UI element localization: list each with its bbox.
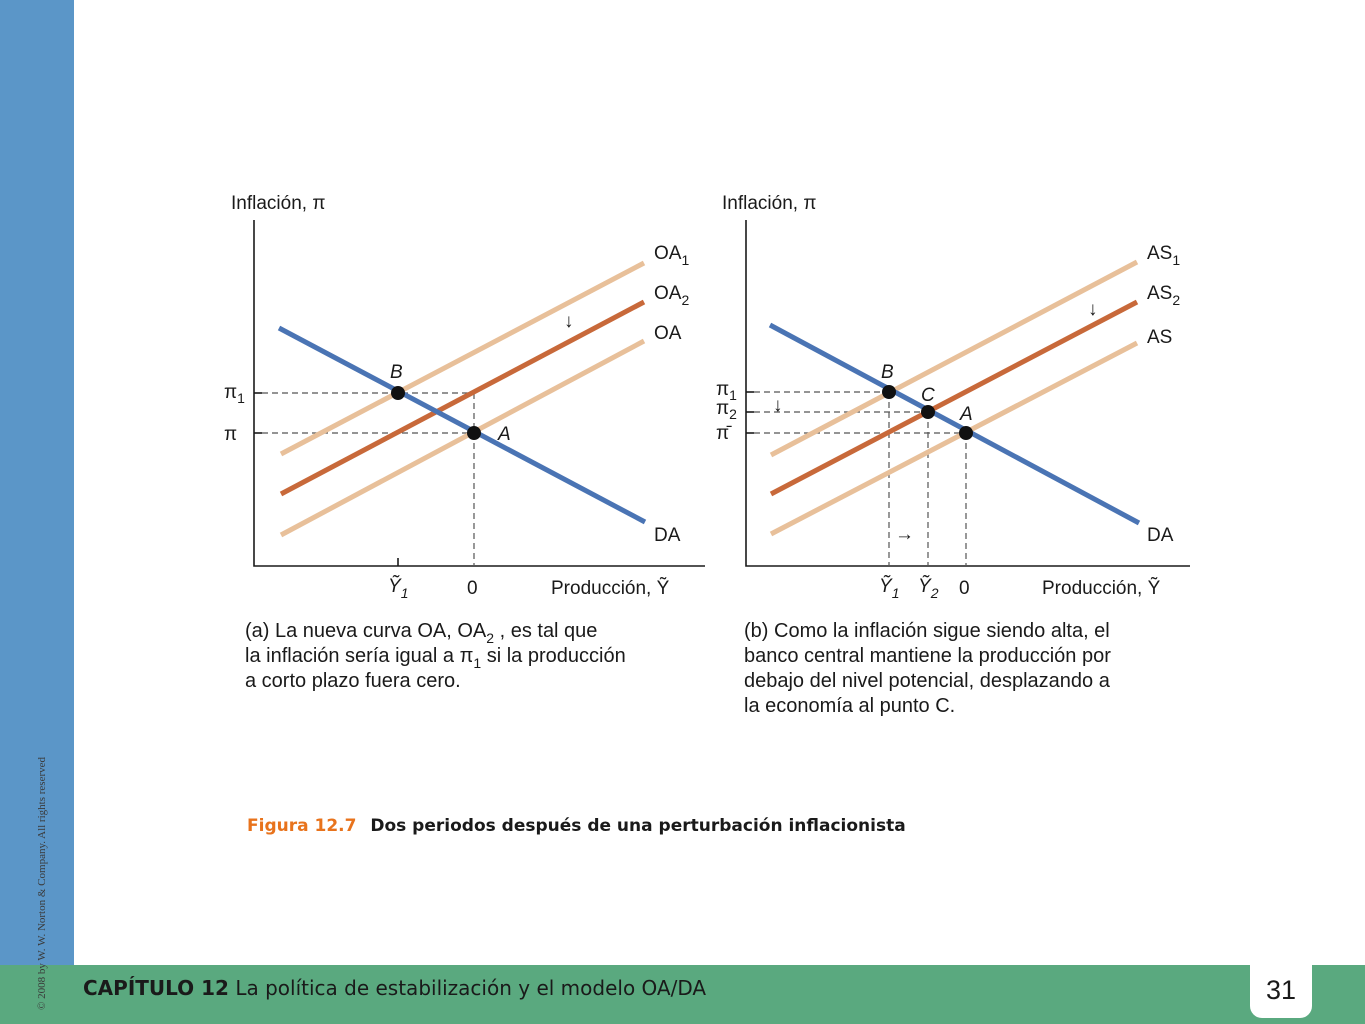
panel-b-y-axis-label: Inflación, π bbox=[722, 193, 816, 214]
panel-b-x-tick-y1: Ỹ1 bbox=[879, 575, 899, 601]
panel-b-x-tick-zero: 0 bbox=[959, 578, 970, 599]
chapter-name: La política de estabilización y el model… bbox=[235, 976, 707, 1000]
panel-a-caption-line-2: la inflación sería igual a π1 si la prod… bbox=[245, 645, 626, 671]
panel-b-point-b-label: B bbox=[881, 362, 894, 383]
panel-a-y-axis-label: Inflación, π bbox=[231, 193, 325, 214]
panel-b-inflation-arrow: ↓ bbox=[773, 395, 783, 416]
panel-b-x-axis-label: Producción, Ỹ bbox=[1042, 577, 1161, 599]
page-number: 31 bbox=[1250, 962, 1312, 1018]
panel-a-point-b bbox=[391, 386, 405, 400]
panel-b-point-a-label: A bbox=[959, 404, 973, 425]
panel-a-point-a bbox=[467, 426, 481, 440]
figure-svg: Inflación, π B A OA1 OA2 OA DA ↓ π1 π Ỹ1… bbox=[224, 193, 1190, 717]
panel-a-x-tick-y1: Ỹ1 bbox=[388, 575, 408, 601]
panel-b-point-c-label: C bbox=[921, 385, 935, 406]
panel-b-da-label: DA bbox=[1147, 525, 1174, 546]
panel-a-point-a-label: A bbox=[497, 424, 511, 445]
panel-a-y-tick-pi1: π1 bbox=[224, 382, 245, 406]
panel-a-axes bbox=[253, 220, 705, 567]
panel-b-x-tick-y2: Ỹ2 bbox=[918, 575, 939, 601]
panel-b-caption-line-2: banco central mantiene la producción por bbox=[744, 645, 1111, 667]
chapter-label: CAPÍTULO 12 bbox=[83, 976, 229, 1000]
panel-b-point-a bbox=[959, 426, 973, 440]
panel-a-oa-label: OA bbox=[654, 323, 682, 344]
panel-a-y-tick-pi: π bbox=[224, 424, 237, 445]
panel-b-shift-arrow: ↓ bbox=[1088, 299, 1098, 320]
footer-band bbox=[0, 965, 1365, 1024]
figure-title: Dos periodos después de una perturbación… bbox=[370, 816, 906, 836]
panel-b-point-c bbox=[921, 405, 935, 419]
figure-number: Figura 12.7 bbox=[247, 816, 357, 836]
panel-b-y-tick-pibar: π̄ bbox=[716, 423, 732, 444]
panel-a-oa-line bbox=[279, 338, 646, 538]
panel-b-axes bbox=[745, 220, 1190, 567]
panel-b-as2-line bbox=[769, 299, 1139, 497]
panel-a-point-b-label: B bbox=[390, 362, 403, 383]
panel-b-as1-label: AS1 bbox=[1147, 243, 1180, 268]
panel-a-x-axis-label: Producción, Ỹ bbox=[551, 577, 670, 599]
sidebar-band bbox=[0, 0, 74, 965]
panel-b-as-label: AS bbox=[1147, 327, 1172, 348]
panel-b-as-line bbox=[769, 340, 1139, 537]
panel-b-output-arrow: → bbox=[895, 524, 914, 545]
panel-a-x-tick-zero: 0 bbox=[467, 578, 478, 599]
panel-b-caption-line-3: debajo del nivel potencial, desplazando … bbox=[744, 670, 1111, 692]
panel-a: Inflación, π B A OA1 OA2 OA DA ↓ π1 π Ỹ1… bbox=[224, 193, 705, 692]
panel-b-caption-line-1: (b) Como la inflación sigue siendo alta,… bbox=[744, 620, 1110, 642]
panel-a-caption-line-3: a corto plazo fuera cero. bbox=[245, 670, 461, 692]
panel-a-oa2-label: OA2 bbox=[654, 283, 689, 308]
panel-a-da-line bbox=[277, 325, 647, 525]
panel-b-as2-label: AS2 bbox=[1147, 283, 1180, 308]
panel-b-da-line bbox=[768, 322, 1141, 526]
chapter-title: CAPÍTULO 12 La política de estabilizació… bbox=[83, 976, 706, 1000]
panel-a-oa2-line bbox=[279, 299, 646, 497]
panel-a-caption-line-1: (a) La nueva curva OA, OA2 , es tal que bbox=[245, 620, 597, 646]
panel-b-point-b bbox=[882, 385, 896, 399]
figure-caption: Figura 12.7 Dos periodos después de una … bbox=[247, 816, 906, 836]
panel-b: Inflación, π B C A AS1 AS2 AS DA ↓ ↓ → π… bbox=[716, 193, 1190, 717]
panel-b-caption-line-4: la economía al punto C. bbox=[744, 695, 955, 717]
panel-a-shift-arrow: ↓ bbox=[564, 311, 574, 332]
panel-b-as1-line bbox=[769, 259, 1139, 458]
panel-a-oa1-label: OA1 bbox=[654, 243, 689, 268]
panel-a-da-label: DA bbox=[654, 525, 681, 546]
panel-a-oa1-line bbox=[279, 260, 646, 457]
